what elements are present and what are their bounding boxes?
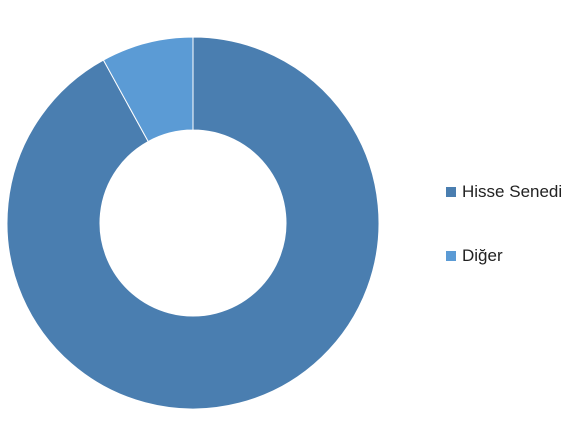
- slices-group: [6, 36, 380, 410]
- legend: Hisse Senedi Diğer: [446, 180, 565, 308]
- legend-item-diger: Diğer: [446, 244, 565, 268]
- donut-plot: [6, 36, 380, 410]
- legend-swatch-hisse-senedi: [446, 187, 456, 197]
- legend-swatch-diger: [446, 251, 456, 261]
- legend-label-hisse-senedi: Hisse Senedi: [462, 182, 563, 201]
- slice-hisse-senedi: [6, 36, 380, 410]
- legend-item-hisse-senedi: Hisse Senedi: [446, 180, 565, 204]
- legend-label-diger: Diğer: [462, 246, 503, 265]
- slice-diger: [102, 36, 194, 143]
